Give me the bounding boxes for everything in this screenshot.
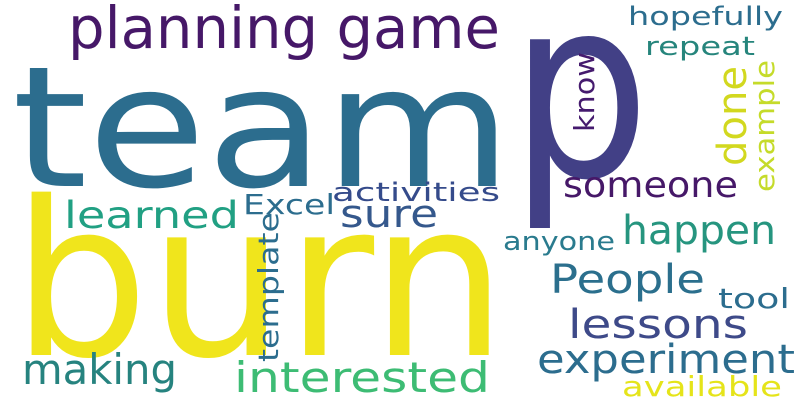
word-someone: someone (563, 165, 738, 206)
word-people: People (550, 257, 705, 303)
word-know: know (568, 52, 601, 132)
word-experiment: experiment (537, 337, 795, 383)
word-tool: tool (718, 282, 790, 315)
word-done: done (710, 66, 756, 166)
word-making: making (22, 345, 177, 394)
word-happen: happen (622, 208, 776, 254)
word-interested: interested (234, 353, 490, 400)
word-template: template (252, 212, 285, 362)
word-available: available (622, 370, 782, 400)
word-repeat: repeat (645, 32, 755, 62)
word-excel: Excel (243, 188, 335, 221)
word-anyone: anyone (503, 227, 615, 257)
word-learned: learned (64, 194, 239, 237)
word-p: p (510, 0, 650, 235)
word-planning-game: planning game (68, 0, 500, 62)
word-lessons: lessons (568, 302, 748, 348)
word-activities: activities (332, 178, 500, 208)
word-sure: sure (340, 192, 438, 236)
word-hopefully: hopefully (628, 2, 783, 32)
word-example: example (748, 60, 781, 192)
word-burn: burn (12, 155, 507, 400)
word-team: team (12, 30, 512, 226)
